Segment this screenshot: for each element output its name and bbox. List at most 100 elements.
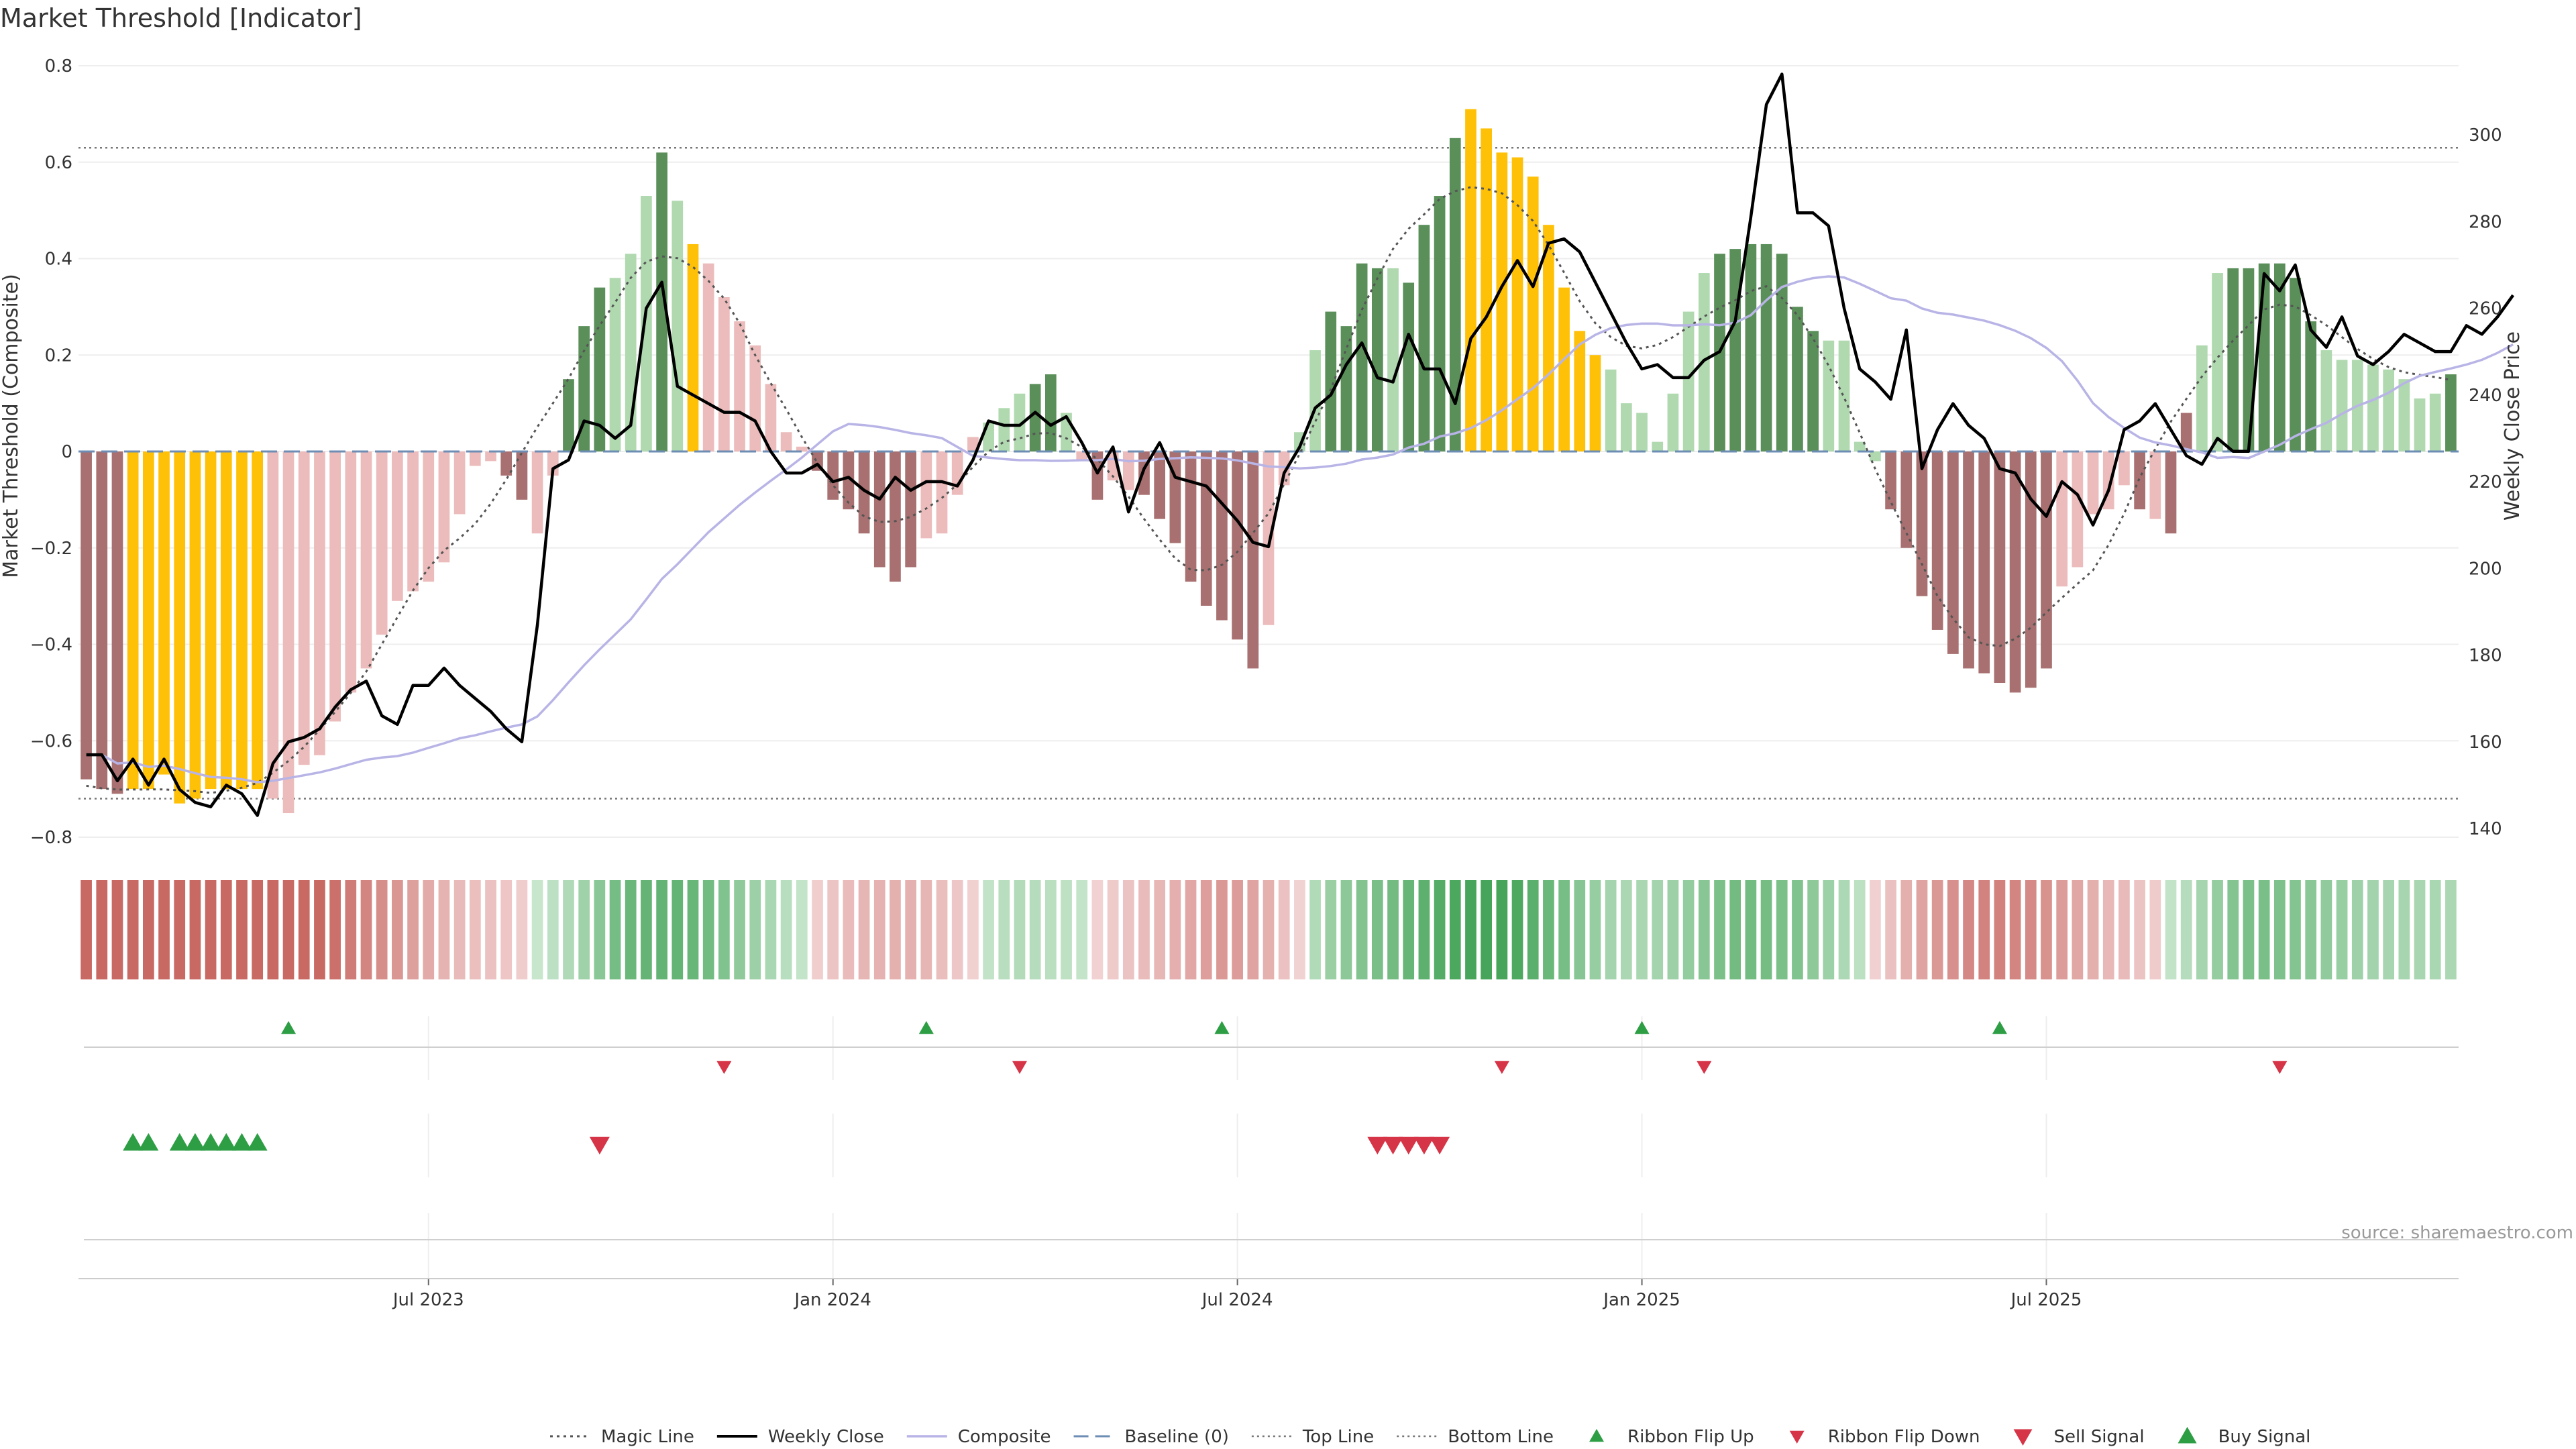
ribbon-flip-down-marker (716, 1061, 732, 1074)
ribbon-cell (1403, 880, 1415, 979)
ribbon-cell (1963, 880, 1974, 979)
composite-bar (2165, 451, 2177, 534)
composite-bar (734, 321, 745, 451)
ribbon-cell (516, 880, 528, 979)
composite-bar (1200, 451, 1212, 606)
ribbon-cell (252, 880, 264, 979)
composite-bar (143, 451, 154, 790)
composite-bar (189, 451, 201, 799)
composite-bar (345, 451, 357, 693)
composite-bar (453, 451, 466, 515)
composite-bar (2383, 369, 2394, 451)
magic-line (86, 186, 2451, 794)
ribbon-cell (1589, 880, 1601, 979)
composite-bar (1232, 451, 1243, 640)
ribbon-cell (702, 880, 714, 979)
composite-bar (2056, 451, 2068, 587)
composite-bar (1449, 138, 1461, 451)
ribbon-cell (298, 880, 310, 979)
composite-bar (1621, 403, 1632, 451)
composite-bar (1029, 384, 1041, 451)
legend-label: Magic Line (601, 1427, 694, 1447)
ribbon-cell (1792, 880, 1803, 979)
composite-bar (1963, 451, 1974, 669)
sell-signal-marker (589, 1136, 610, 1155)
x-tick-label: Jan 2024 (793, 1290, 871, 1310)
ribbon-cell (1200, 880, 1212, 979)
composite-bar (1309, 350, 1321, 451)
composite-bar (967, 437, 979, 451)
ribbon-cell (2351, 880, 2363, 979)
composite-bar (1745, 244, 1757, 451)
composite-bar (2009, 451, 2021, 693)
composite-bar (2445, 374, 2457, 451)
ribbon-cell (1449, 880, 1461, 979)
composite-bar (1371, 268, 1383, 451)
ribbon-cell (1682, 880, 1695, 979)
composite-bar (687, 244, 699, 451)
ribbon-cell (2227, 880, 2239, 979)
weekly-close-line (86, 72, 2515, 817)
composite-bar (2336, 360, 2348, 451)
ribbon-cell (1107, 880, 1119, 979)
buy-signal-marker (123, 1133, 144, 1151)
ribbon-cell (1216, 880, 1228, 979)
y2-axis-label: Weekly Close Price (2501, 331, 2524, 521)
ribbon-cell (314, 880, 325, 979)
ribbon-cell (1729, 880, 1741, 979)
composite-bar (360, 451, 372, 669)
legend-label: Baseline (0) (1125, 1427, 1229, 1447)
ribbon-cell (672, 880, 684, 979)
composite-bar (1325, 311, 1337, 451)
ribbon-cell (2414, 880, 2426, 979)
ribbon-cell (563, 880, 574, 979)
composite-bar (1076, 451, 1088, 462)
composite-bar (1403, 282, 1415, 451)
composite-bar (423, 451, 435, 582)
composite-bar (1496, 152, 1508, 451)
ribbon-cell (2087, 880, 2099, 979)
ribbon-cell (1481, 880, 1493, 979)
ribbon-cell (282, 880, 294, 979)
ribbon-cell (2336, 880, 2348, 979)
ribbon-cell (1029, 880, 1041, 979)
y-tick-label: −0.4 (30, 635, 72, 655)
ribbon-cell (1061, 880, 1072, 979)
y2-tick-label: 280 (2469, 212, 2502, 232)
ribbon-cell (158, 880, 170, 979)
x-tick-label: Jan 2025 (1602, 1290, 1680, 1310)
legend-label: Ribbon Flip Up (1627, 1427, 1754, 1447)
legend-label: Bottom Line (1448, 1427, 1554, 1447)
composite-bar (1838, 340, 1850, 451)
ribbon-cell (780, 880, 792, 979)
composite-bar (485, 451, 496, 462)
x-tick-label: Jul 2024 (1201, 1290, 1273, 1310)
ribbon-cell (734, 880, 745, 979)
ribbon-cell (1434, 880, 1446, 979)
buy-signal-marker (169, 1133, 190, 1151)
composite-bar (1014, 393, 1026, 451)
composite-bar (1636, 413, 1648, 451)
buy-signal-marker (216, 1133, 237, 1151)
composite-bar (2118, 451, 2130, 486)
ribbon-cell (1574, 880, 1586, 979)
y-tick-label: 0 (61, 442, 72, 462)
composite-bar (873, 451, 885, 568)
composite-bar (2305, 321, 2317, 451)
composite-bar (1978, 451, 1990, 674)
composite-bar (2025, 451, 2037, 688)
ribbon-cell (189, 880, 201, 979)
sell-signal-marker (1383, 1136, 1403, 1155)
composite-bar (469, 451, 481, 466)
legend-label: Top Line (1302, 1427, 1374, 1447)
composite-bar (1589, 355, 1601, 451)
ribbon-cell (1776, 880, 1788, 979)
ribbon-cell (2149, 880, 2161, 979)
ribbon-cell (1994, 880, 2006, 979)
ribbon-cell (1900, 880, 1913, 979)
ribbon-cell (1232, 880, 1243, 979)
ribbon-cell (220, 880, 232, 979)
composite-bar (2041, 451, 2052, 669)
composite-bar (2290, 278, 2301, 451)
